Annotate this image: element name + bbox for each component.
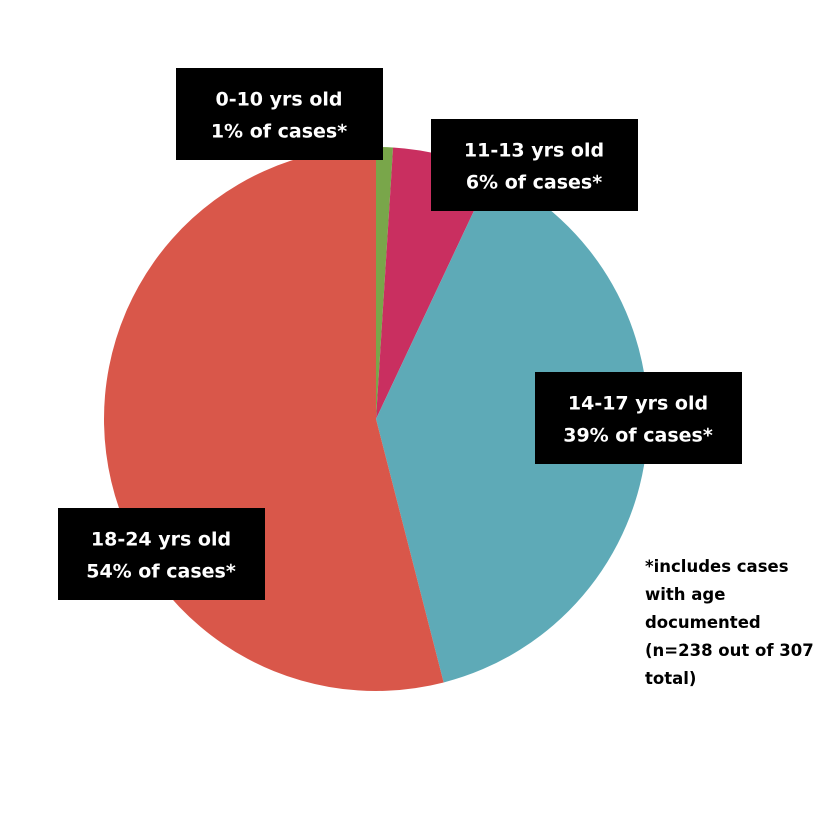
slice-label: 11-13 yrs old <box>464 140 604 162</box>
pie-slice <box>376 172 648 683</box>
value-label: 1% of cases* <box>211 121 347 143</box>
value-label: 6% of cases* <box>466 172 602 194</box>
pie-slice <box>376 147 394 419</box>
slice-label: 14-17 yrs old <box>568 393 708 415</box>
value-label: 54% of cases* <box>86 561 236 583</box>
label-box <box>176 68 383 160</box>
footnote: *includes cases with age documented (n=2… <box>645 557 814 688</box>
label-box <box>431 119 638 211</box>
pie-slice <box>376 147 492 419</box>
slice-label: 18-24 yrs old <box>91 529 231 551</box>
label-box <box>535 372 742 464</box>
label-box <box>58 508 265 600</box>
value-label: 39% of cases* <box>563 425 713 447</box>
slice-label: 0-10 yrs old <box>215 89 342 111</box>
